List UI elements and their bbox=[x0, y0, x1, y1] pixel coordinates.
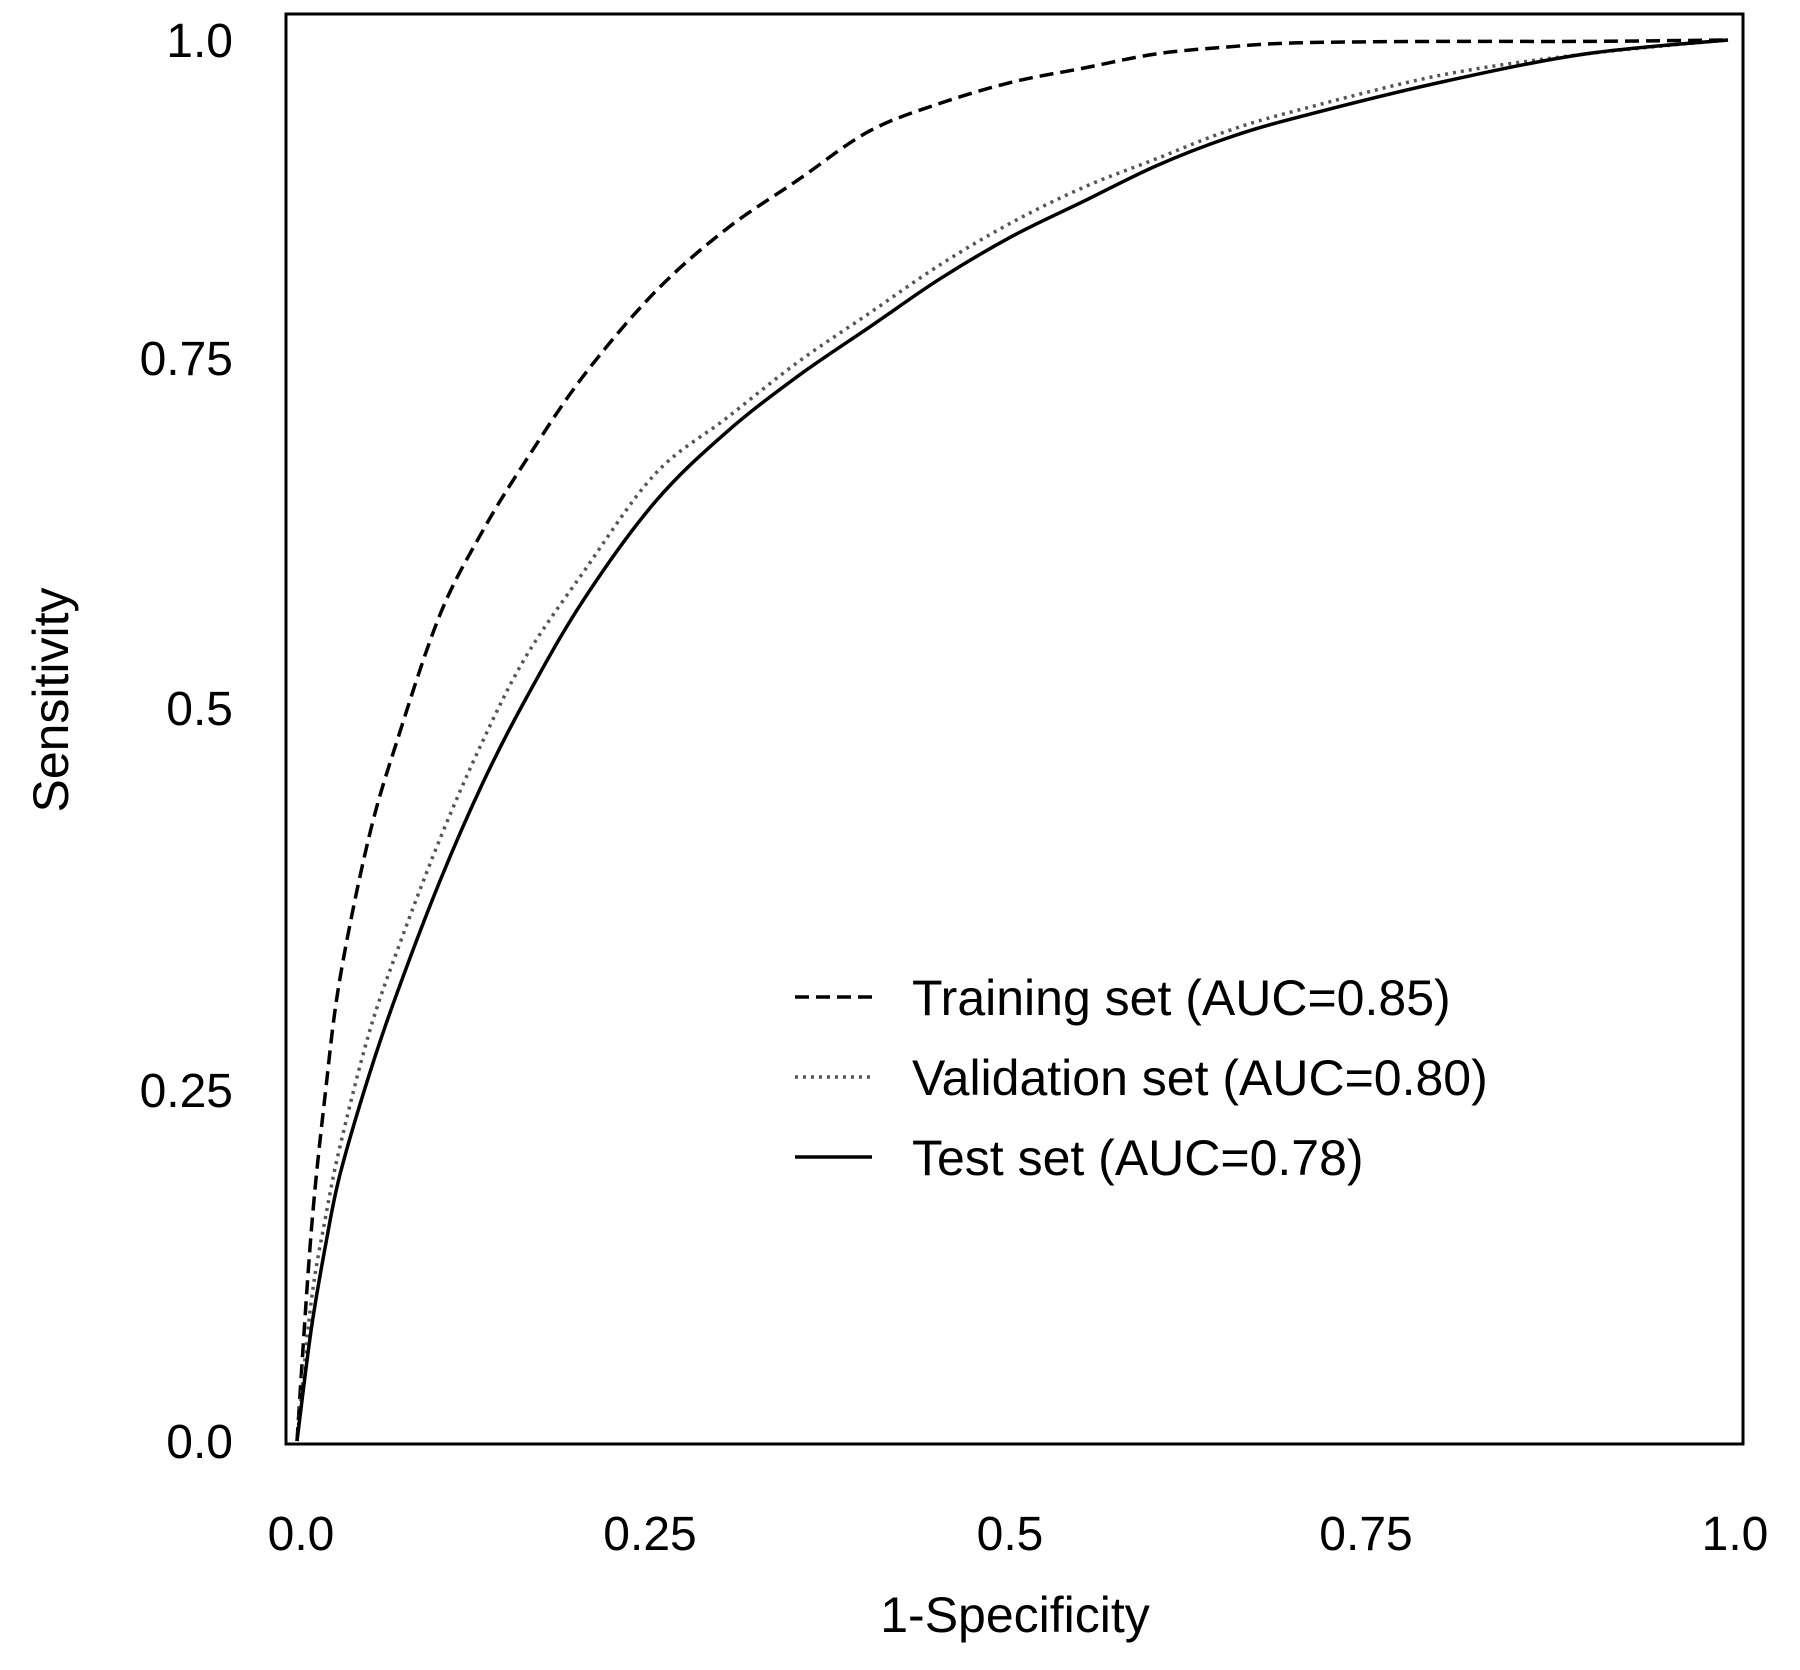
legend-label-test: Test set (AUC=0.78) bbox=[912, 1130, 1364, 1186]
x-axis-title: 1-Specificity bbox=[880, 1587, 1150, 1643]
validation-curve bbox=[295, 38, 1729, 1442]
y-tick-label: 0.75 bbox=[140, 333, 233, 386]
y-tick-label: 0.25 bbox=[140, 1065, 233, 1118]
legend-label-validation: Validation set (AUC=0.80) bbox=[912, 1050, 1488, 1106]
plot-frame bbox=[284, 12, 1745, 1446]
x-tick-label: 0.5 bbox=[977, 1508, 1044, 1561]
x-tick-label: 0.75 bbox=[1319, 1508, 1412, 1561]
legend: Training set (AUC=0.85) Validation set (… bbox=[795, 970, 1488, 1186]
y-tick-label: 1.0 bbox=[166, 15, 233, 68]
legend-label-training: Training set (AUC=0.85) bbox=[912, 970, 1451, 1026]
x-tick-label: 0.0 bbox=[268, 1508, 335, 1561]
y-axis-title: Sensitivity bbox=[23, 587, 79, 812]
x-tick-label: 0.25 bbox=[603, 1508, 696, 1561]
x-tick-label: 1.0 bbox=[1702, 1508, 1769, 1561]
test-curve bbox=[295, 38, 1729, 1442]
y-tick-label: 0.5 bbox=[166, 683, 233, 736]
y-tick-label: 0.0 bbox=[166, 1416, 233, 1469]
training-curve bbox=[295, 38, 1729, 1442]
